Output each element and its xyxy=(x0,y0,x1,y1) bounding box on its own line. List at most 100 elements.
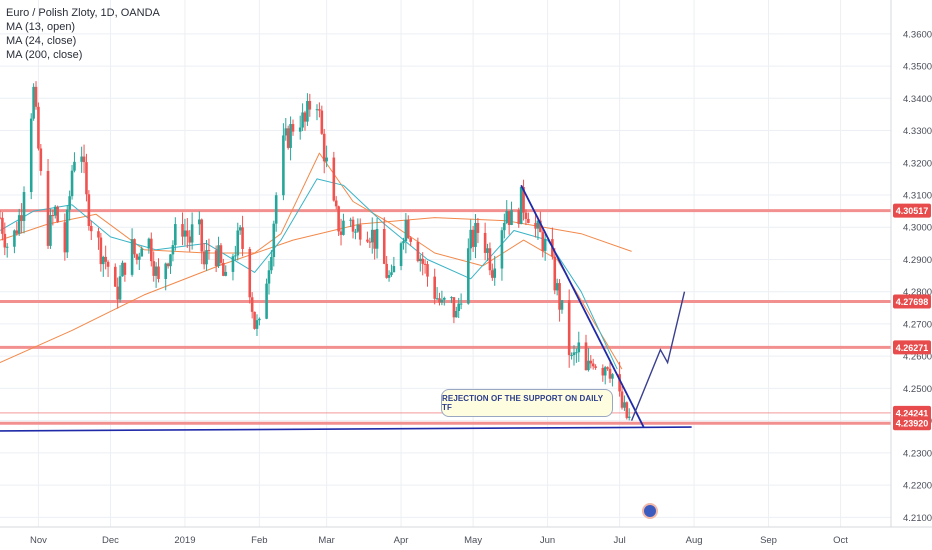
candle-body[interactable] xyxy=(493,268,497,278)
candle-body[interactable] xyxy=(137,256,141,260)
candle-body[interactable] xyxy=(49,215,52,246)
candle-body[interactable] xyxy=(39,148,43,171)
candle-body[interactable] xyxy=(404,219,408,242)
candle-body[interactable] xyxy=(298,127,302,132)
candle-body[interactable] xyxy=(322,133,326,162)
candle-body[interactable] xyxy=(222,262,225,276)
candle-body[interactable] xyxy=(406,219,410,239)
candle-body[interactable] xyxy=(13,230,16,247)
support-rejection-callout[interactable]: REJECTION OF THE SUPPORT ON DAILY TF xyxy=(441,389,613,417)
candle-body[interactable] xyxy=(20,215,23,221)
candle-body[interactable] xyxy=(594,366,597,368)
candle-body[interactable] xyxy=(274,195,278,224)
candle-body[interactable] xyxy=(29,118,33,193)
candle-body[interactable] xyxy=(483,232,487,253)
candle-body[interactable] xyxy=(118,276,122,300)
candle-body[interactable] xyxy=(217,245,220,267)
candle-body[interactable] xyxy=(373,229,376,249)
candle-body[interactable] xyxy=(433,276,436,299)
candle-body[interactable] xyxy=(267,270,271,284)
candle-body[interactable] xyxy=(87,194,91,227)
candle-body[interactable] xyxy=(51,215,55,217)
candle-body[interactable] xyxy=(32,86,35,119)
candle-body[interactable] xyxy=(63,222,67,253)
candle-body[interactable] xyxy=(284,128,288,136)
candle-body[interactable] xyxy=(591,363,595,367)
candle-body[interactable] xyxy=(503,222,506,231)
candle-body[interactable] xyxy=(560,300,564,310)
candle-body[interactable] xyxy=(106,261,110,267)
candle-body[interactable] xyxy=(169,254,172,267)
support-trendline[interactable] xyxy=(0,426,692,432)
candle-body[interactable] xyxy=(476,222,480,233)
candle-body[interactable] xyxy=(351,219,355,232)
candle-body[interactable] xyxy=(527,218,530,223)
candle-body[interactable] xyxy=(80,156,83,162)
candle-body[interactable] xyxy=(286,128,290,148)
candle-body[interactable] xyxy=(65,209,69,253)
candle-body[interactable] xyxy=(207,250,211,252)
candle-body[interactable] xyxy=(157,266,160,279)
candle-body[interactable] xyxy=(488,248,492,271)
projection-path[interactable] xyxy=(630,291,686,421)
candle-body[interactable] xyxy=(366,239,369,242)
candle-body[interactable] xyxy=(291,124,295,132)
candle-body[interactable] xyxy=(150,238,153,262)
candle-body[interactable] xyxy=(608,368,612,379)
candle-body[interactable] xyxy=(370,229,374,243)
candle-body[interactable] xyxy=(553,256,557,291)
legend-ma-24-close[interactable]: MA (24, close) xyxy=(6,35,77,47)
candle-body[interactable] xyxy=(618,374,621,392)
candle-body[interactable] xyxy=(354,231,357,233)
candle-body[interactable] xyxy=(22,192,26,221)
ma-24-close-line[interactable] xyxy=(0,152,623,370)
candle-body[interactable] xyxy=(442,297,446,300)
candle-body[interactable] xyxy=(587,360,590,371)
candle-body[interactable] xyxy=(589,360,593,364)
candle-body[interactable] xyxy=(154,266,158,276)
candle-body[interactable] xyxy=(152,261,156,276)
candle-body[interactable] xyxy=(1,217,4,234)
candle-body[interactable] xyxy=(272,223,276,258)
candle-body[interactable] xyxy=(584,342,588,371)
candle-body[interactable] xyxy=(421,258,424,264)
candle-body[interactable] xyxy=(236,230,240,256)
ma-13-open-line[interactable] xyxy=(0,178,618,370)
candle-body[interactable] xyxy=(200,219,204,252)
candle-body[interactable] xyxy=(486,248,489,253)
candle-body[interactable] xyxy=(248,248,252,298)
candle-body[interactable] xyxy=(611,374,614,379)
candle-body[interactable] xyxy=(308,101,312,110)
candle-body[interactable] xyxy=(620,391,624,408)
candle-body[interactable] xyxy=(140,248,143,257)
candle-body[interactable] xyxy=(164,263,168,279)
candle-body[interactable] xyxy=(258,318,261,321)
candle-body[interactable] xyxy=(368,241,372,243)
candle-body[interactable] xyxy=(3,233,7,248)
candle-body[interactable] xyxy=(37,106,40,149)
candle-body[interactable] xyxy=(171,245,175,255)
candle-body[interactable] xyxy=(507,210,511,225)
ma-200-close-line[interactable] xyxy=(0,217,632,364)
candle-body[interactable] xyxy=(541,232,545,251)
candle-body[interactable] xyxy=(320,110,324,134)
candle-body[interactable] xyxy=(214,250,218,267)
candle-body[interactable] xyxy=(438,298,441,303)
candle-body[interactable] xyxy=(46,170,50,246)
candle-body[interactable] xyxy=(390,272,393,276)
candle-body[interactable] xyxy=(219,245,223,263)
candle-body[interactable] xyxy=(183,230,187,237)
candle-body[interactable] xyxy=(265,283,268,319)
candle-body[interactable] xyxy=(318,109,321,111)
candle-body[interactable] xyxy=(457,303,461,311)
legend-ma-13-open[interactable]: MA (13, open) xyxy=(6,21,76,33)
candle-body[interactable] xyxy=(555,283,559,291)
candle-body[interactable] xyxy=(123,262,127,275)
candle-body[interactable] xyxy=(116,286,119,300)
legend-ma-200-close[interactable]: MA (200, close) xyxy=(6,49,83,61)
candle-body[interactable] xyxy=(255,320,259,329)
candle-body[interactable] xyxy=(241,227,244,249)
candle-body[interactable] xyxy=(238,227,242,231)
candle-body[interactable] xyxy=(522,186,525,213)
